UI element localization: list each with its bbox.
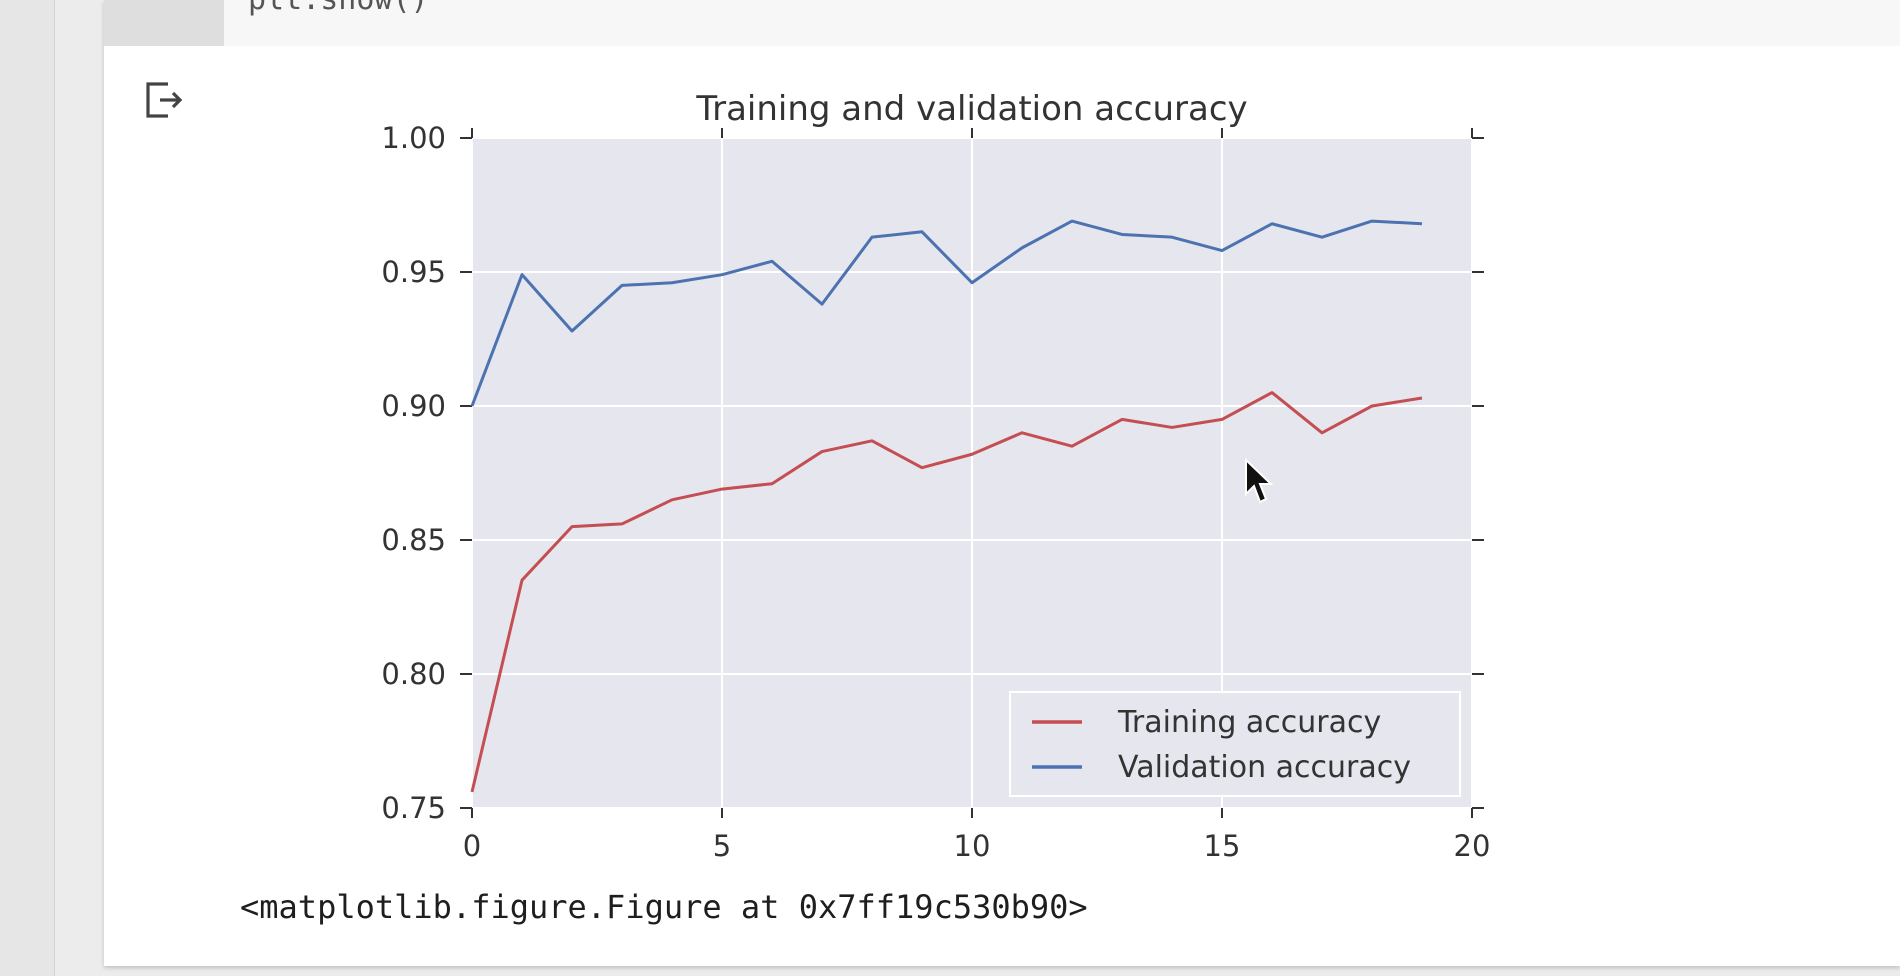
y-tick-label: 0.75 — [381, 791, 446, 825]
y-tick-label: 1.00 — [381, 121, 446, 155]
y-tick-label: 0.90 — [381, 389, 446, 423]
x-tick-label: 0 — [463, 829, 481, 863]
x-tick-label: 10 — [954, 829, 991, 863]
legend-box — [1009, 691, 1461, 797]
output-arrow-icon[interactable] — [142, 78, 186, 122]
figure-repr: <matplotlib.figure.Figure at 0x7ff19c530… — [240, 888, 1088, 926]
chart-title: Training and validation accuracy — [695, 89, 1247, 129]
legend-label: Validation accuracy — [1118, 750, 1411, 785]
y-tick-label: 0.85 — [381, 523, 446, 557]
left-rail — [0, 0, 54, 976]
legend-label: Training accuracy — [1117, 705, 1381, 740]
left-rail-divider — [54, 0, 55, 976]
series-line-validation — [470, 219, 1423, 407]
accuracy-chart: 0.75 0.80 0.85 0.90 0.95 1.00 0 5 10 15 20 Training… — [381, 89, 1491, 863]
y-tick-label: 0.80 — [381, 657, 446, 691]
run-gutter[interactable] — [104, 0, 224, 46]
series-line-training — [470, 391, 1423, 793]
notebook-cell: plt.show() 0.75 0.80 0.85 0.90 0.95 1.00 0 5 10 1… — [104, 0, 1900, 966]
mouse-cursor-icon — [1245, 458, 1274, 504]
code-area[interactable]: plt.show() — [104, 0, 1900, 46]
x-tick-label: 20 — [1454, 829, 1491, 863]
code-line[interactable]: plt.show() — [248, 0, 429, 17]
x-tick-label: 15 — [1204, 829, 1241, 863]
x-tick-label: 5 — [713, 829, 731, 863]
y-tick-label: 0.95 — [381, 255, 446, 289]
